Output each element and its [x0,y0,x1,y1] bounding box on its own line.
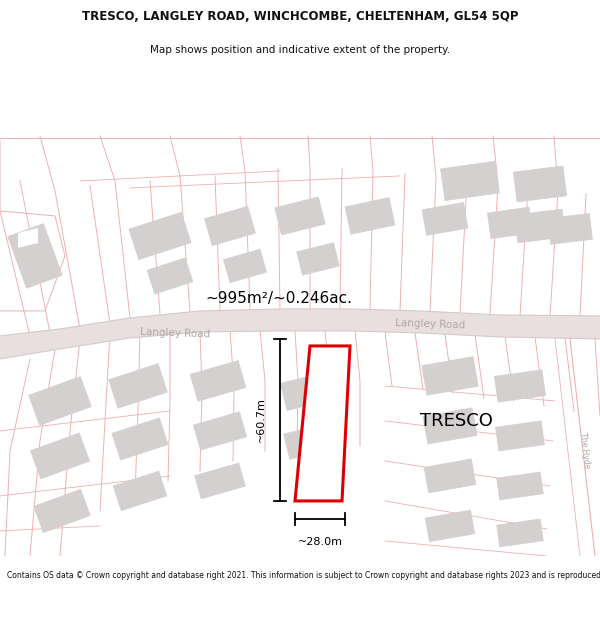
Text: TRESCO, LANGLEY ROAD, WINCHCOMBE, CHELTENHAM, GL54 5QP: TRESCO, LANGLEY ROAD, WINCHCOMBE, CHELTE… [82,10,518,23]
Text: The Hyde: The Hyde [578,432,592,469]
Polygon shape [514,209,566,242]
Polygon shape [109,364,167,408]
Polygon shape [548,214,592,244]
Polygon shape [422,357,478,395]
Text: ~60.7m: ~60.7m [256,398,266,442]
Text: Contains OS data © Crown copyright and database right 2021. This information is : Contains OS data © Crown copyright and d… [7,571,600,580]
Text: Langley Road: Langley Road [395,318,465,330]
Text: Map shows position and indicative extent of the property.: Map shows position and indicative extent… [150,45,450,55]
Polygon shape [34,489,90,532]
Polygon shape [425,510,475,542]
Polygon shape [194,463,245,499]
Polygon shape [345,198,395,234]
Polygon shape [424,459,476,493]
Polygon shape [514,166,566,202]
Polygon shape [497,519,544,547]
Polygon shape [296,242,340,275]
Polygon shape [31,433,89,479]
Polygon shape [223,249,266,282]
Polygon shape [129,213,191,259]
Text: ~28.0m: ~28.0m [298,537,343,547]
Polygon shape [496,421,544,451]
Polygon shape [280,371,335,411]
Text: TRESCO: TRESCO [420,412,493,430]
Polygon shape [18,228,38,248]
Polygon shape [494,370,545,402]
Polygon shape [275,197,325,235]
Polygon shape [295,346,350,501]
Text: Langley Road: Langley Road [140,327,210,339]
Polygon shape [497,472,544,500]
Polygon shape [193,412,247,450]
Polygon shape [8,224,62,288]
Polygon shape [205,206,256,246]
Text: ~995m²/~0.246ac.: ~995m²/~0.246ac. [205,291,352,306]
Polygon shape [284,422,337,459]
Polygon shape [422,202,468,236]
Polygon shape [29,376,91,426]
Polygon shape [487,207,533,239]
Polygon shape [0,309,600,359]
Polygon shape [423,408,477,444]
Polygon shape [112,418,168,460]
Polygon shape [113,471,167,511]
Polygon shape [440,161,499,201]
Polygon shape [147,258,193,294]
Polygon shape [190,361,246,401]
